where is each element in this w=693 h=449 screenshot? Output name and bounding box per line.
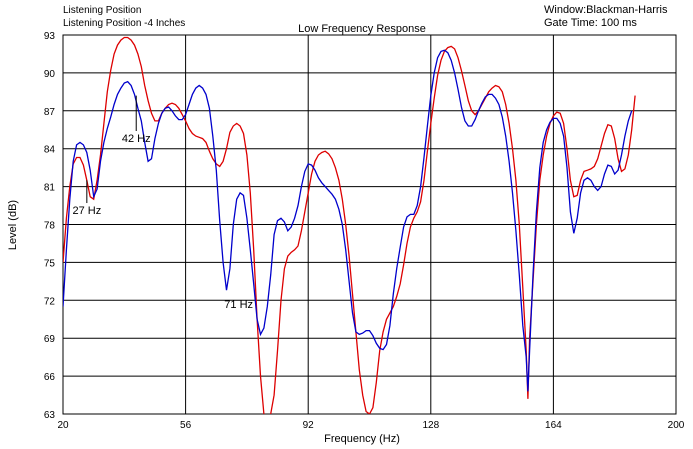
legend-entry-2: Listening Position -4 Inches xyxy=(63,18,185,29)
y-tick-label: 87 xyxy=(44,107,56,118)
y-tick-label: 72 xyxy=(44,296,56,307)
gate-time-info: Gate Time: 100 ms xyxy=(544,17,637,29)
y-tick-label: 75 xyxy=(44,258,56,269)
y-tick-label: 90 xyxy=(44,69,56,80)
y-tick-label: 66 xyxy=(44,372,56,383)
y-tick-label: 78 xyxy=(44,221,56,232)
window-info: Window:Blackman-Harris xyxy=(544,4,668,16)
y-tick-label: 69 xyxy=(44,334,56,345)
series-line-2 xyxy=(63,49,633,392)
x-tick-label: 56 xyxy=(180,420,192,431)
annotation-label: 42 Hz xyxy=(122,133,151,145)
annotation-label: 71 Hz xyxy=(224,299,253,311)
y-tick-label: 93 xyxy=(44,31,56,42)
legend-entry-1: Listening Position xyxy=(63,5,141,16)
x-tick-label: 20 xyxy=(57,420,69,431)
annotation-label: 27 Hz xyxy=(72,205,101,217)
series-line-1 xyxy=(63,36,636,414)
x-tick-label: 128 xyxy=(422,420,439,431)
annotations: 42 Hz 27 Hz 71 Hz xyxy=(72,95,253,311)
y-axis-label: Level (dB) xyxy=(7,200,19,250)
chart-title: Low Frequency Response xyxy=(298,23,426,35)
y-tick-label: 81 xyxy=(44,183,56,194)
x-axis-label: Frequency (Hz) xyxy=(324,433,400,445)
grid xyxy=(63,35,676,414)
y-tick-label: 63 xyxy=(44,410,56,421)
tick-labels: 20 56 92 128 164 200 93 90 87 84 81 78 75 72 69 66 63 xyxy=(44,31,685,431)
series-lines xyxy=(63,36,636,414)
x-tick-label: 92 xyxy=(303,420,315,431)
x-tick-label: 164 xyxy=(545,420,562,431)
y-tick-label: 84 xyxy=(44,145,56,156)
x-tick-label: 200 xyxy=(668,420,685,431)
